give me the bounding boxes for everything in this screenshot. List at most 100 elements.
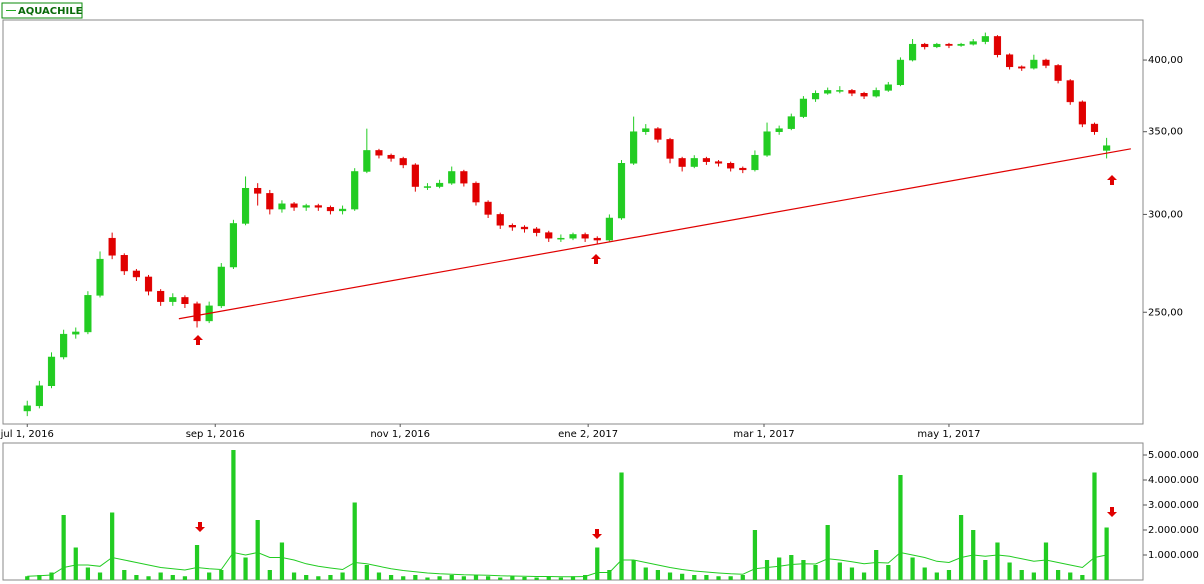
volume-bar xyxy=(473,575,479,580)
candle-body xyxy=(266,193,274,210)
candle-body xyxy=(302,205,310,208)
candle-body xyxy=(1103,145,1111,151)
volume-bar xyxy=(376,572,382,580)
x-tick-label: sep 1, 2016 xyxy=(186,429,245,440)
volume-bar xyxy=(182,576,188,580)
candle-body xyxy=(387,154,395,159)
candle-body xyxy=(338,208,347,212)
volume-bar xyxy=(291,572,297,580)
volume-bar xyxy=(534,577,539,580)
up-arrow xyxy=(1107,175,1117,185)
candle-body xyxy=(229,223,238,268)
volume-bar xyxy=(267,570,272,580)
volume-bar xyxy=(995,542,1000,580)
candle-body xyxy=(533,228,541,233)
volume-bar xyxy=(316,576,321,580)
up-arrow xyxy=(591,254,601,264)
candle-body xyxy=(399,158,407,166)
y-tick-label: 1.000.000 xyxy=(1148,550,1199,561)
candle-body xyxy=(884,84,892,91)
volume-bar xyxy=(861,572,867,580)
candle-body xyxy=(860,93,868,97)
y-tick-label: 4.000.000 xyxy=(1148,475,1199,486)
volume-bar xyxy=(958,515,964,580)
candle-body xyxy=(1090,123,1099,132)
volume-bar xyxy=(716,576,721,580)
volume-bar xyxy=(1080,575,1085,580)
volume-bar xyxy=(801,560,806,580)
candle-body xyxy=(472,182,480,203)
x-tick-label: mar 1, 2017 xyxy=(733,429,794,440)
candle-body xyxy=(351,171,359,210)
candle-body xyxy=(593,237,601,241)
volume-bar xyxy=(219,570,224,580)
trendline xyxy=(178,148,1131,320)
volume-bar xyxy=(692,575,697,580)
candle-body xyxy=(84,295,92,333)
candle-body xyxy=(969,41,977,45)
candle-body xyxy=(144,276,153,292)
volume-bar xyxy=(886,565,891,580)
volume-bar xyxy=(146,576,151,580)
candle-body xyxy=(896,59,905,86)
candle-body xyxy=(1018,66,1026,69)
candle-body xyxy=(423,186,432,188)
candle-body xyxy=(290,203,298,208)
volume-bar xyxy=(1104,527,1109,580)
volume-bar xyxy=(304,575,309,580)
candle-body xyxy=(836,90,844,92)
candle-body xyxy=(714,161,723,164)
volume-bar xyxy=(595,547,600,580)
y-tick-label: 250,00 xyxy=(1148,307,1183,318)
volume-bar xyxy=(85,567,91,580)
volume-bar xyxy=(922,567,927,580)
y-tick-label: 2.000.000 xyxy=(1148,525,1199,536)
volume-bar xyxy=(61,515,66,580)
up-arrow xyxy=(193,335,203,345)
candle-body xyxy=(411,164,419,187)
volume-bar xyxy=(680,573,685,580)
candle-body xyxy=(326,207,335,212)
candle-body xyxy=(60,333,68,358)
volume-bar xyxy=(752,530,758,580)
volume-bar xyxy=(740,575,745,580)
candle-body xyxy=(1078,101,1086,125)
candle-body xyxy=(933,43,941,48)
candle-body xyxy=(981,36,989,42)
volume-bar xyxy=(522,577,527,580)
candle-body xyxy=(35,385,43,407)
candle-body xyxy=(557,237,565,240)
candle-body xyxy=(993,36,1002,55)
volume-bar xyxy=(1055,570,1061,580)
candle-body xyxy=(508,225,516,228)
candle-body xyxy=(157,290,165,302)
candle-body xyxy=(702,158,710,162)
volume-bar xyxy=(425,577,430,580)
candle-body xyxy=(787,116,795,129)
volume-bar xyxy=(825,525,830,580)
volume-bar xyxy=(97,572,103,580)
candle-body xyxy=(1006,54,1014,68)
candle-body xyxy=(120,255,128,272)
candle-body xyxy=(642,128,650,132)
candle-body xyxy=(23,405,31,412)
volume-bar xyxy=(352,502,357,580)
down-arrow xyxy=(592,529,602,539)
volume-bar xyxy=(619,472,624,580)
volume-bar xyxy=(437,576,442,580)
volume-bar xyxy=(207,572,212,580)
volume-bar xyxy=(413,575,418,580)
volume-bar xyxy=(401,576,406,580)
volume-bar xyxy=(49,572,54,580)
volume-bar xyxy=(667,572,673,580)
volume-bar xyxy=(388,575,394,580)
volume-bar xyxy=(837,562,842,580)
candle-body xyxy=(96,258,104,296)
volume-bar xyxy=(1019,570,1024,580)
candle-body xyxy=(375,150,383,156)
volume-bar xyxy=(25,576,30,580)
volume-bar xyxy=(449,575,454,580)
volume-bar xyxy=(1031,572,1036,580)
candle-body xyxy=(617,163,626,219)
